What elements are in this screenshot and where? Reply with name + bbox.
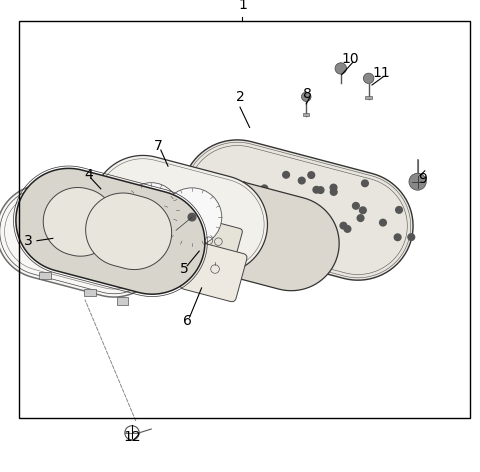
FancyBboxPatch shape (180, 241, 247, 302)
Circle shape (310, 211, 316, 217)
Circle shape (408, 234, 415, 240)
Circle shape (363, 73, 374, 84)
Text: 3: 3 (24, 234, 33, 248)
Text: 2: 2 (236, 90, 244, 104)
Circle shape (352, 202, 359, 209)
Circle shape (279, 204, 286, 211)
Polygon shape (93, 155, 267, 274)
Circle shape (271, 201, 278, 207)
Circle shape (301, 92, 311, 101)
Circle shape (300, 206, 306, 213)
Circle shape (361, 180, 368, 186)
Polygon shape (85, 193, 172, 270)
Circle shape (188, 213, 196, 221)
Bar (365, 96, 372, 99)
Bar (84, 289, 96, 296)
Bar (19, 21, 470, 418)
Circle shape (330, 184, 337, 191)
Circle shape (283, 171, 289, 178)
FancyBboxPatch shape (169, 211, 186, 224)
Text: 1: 1 (238, 0, 247, 12)
Text: 6: 6 (183, 314, 192, 328)
Polygon shape (43, 187, 115, 256)
FancyBboxPatch shape (211, 202, 230, 218)
Circle shape (340, 222, 347, 229)
Circle shape (243, 187, 250, 194)
Text: 12: 12 (123, 430, 141, 444)
Text: 11: 11 (373, 66, 390, 80)
Bar (117, 297, 128, 305)
Polygon shape (150, 172, 339, 291)
Circle shape (325, 239, 332, 245)
Circle shape (360, 207, 366, 213)
Text: 8: 8 (303, 87, 312, 101)
Circle shape (266, 205, 273, 212)
Circle shape (162, 188, 222, 246)
Circle shape (396, 207, 402, 213)
Polygon shape (0, 185, 162, 297)
FancyBboxPatch shape (180, 216, 242, 265)
Circle shape (316, 216, 323, 223)
Circle shape (344, 226, 351, 232)
Text: 9: 9 (418, 172, 427, 186)
Text: 5: 5 (180, 262, 189, 276)
FancyBboxPatch shape (169, 248, 186, 261)
Circle shape (317, 187, 324, 194)
FancyBboxPatch shape (211, 240, 230, 255)
Text: 7: 7 (154, 139, 163, 153)
Circle shape (240, 182, 247, 188)
Polygon shape (182, 140, 413, 280)
Text: 10: 10 (342, 52, 359, 66)
Circle shape (330, 189, 337, 195)
Bar (39, 272, 50, 279)
Bar (303, 113, 309, 116)
Circle shape (394, 234, 401, 241)
Circle shape (409, 173, 426, 190)
FancyBboxPatch shape (169, 229, 186, 243)
Circle shape (261, 185, 268, 192)
Polygon shape (16, 169, 205, 294)
Circle shape (335, 63, 347, 74)
Circle shape (147, 206, 155, 214)
FancyBboxPatch shape (211, 184, 230, 199)
Circle shape (313, 186, 320, 193)
Circle shape (357, 215, 364, 221)
Circle shape (308, 172, 314, 178)
FancyBboxPatch shape (211, 221, 230, 236)
Text: 4: 4 (84, 168, 93, 182)
Circle shape (123, 183, 179, 237)
Circle shape (268, 208, 275, 215)
Circle shape (299, 177, 305, 184)
Circle shape (380, 219, 386, 226)
